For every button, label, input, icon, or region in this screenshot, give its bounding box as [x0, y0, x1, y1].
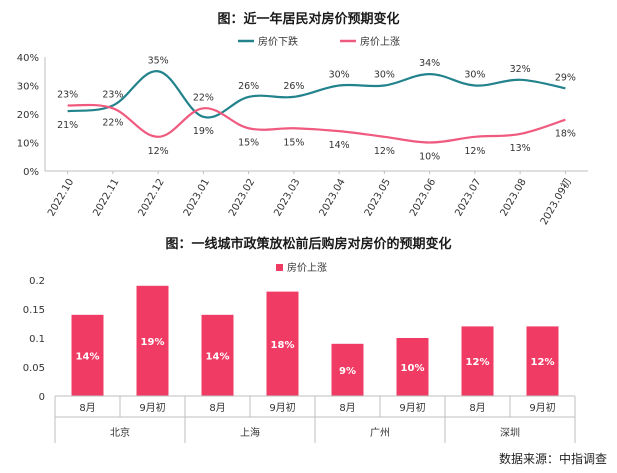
data-label: 23%: [102, 89, 123, 100]
bar-value-label: 19%: [141, 337, 165, 348]
data-label: 12%: [374, 146, 395, 157]
data-label: 29%: [555, 72, 576, 83]
bar: [526, 326, 559, 396]
y-tick-label: 20%: [17, 110, 39, 121]
bar-value-label: 14%: [76, 351, 100, 362]
group-label: 上海: [240, 426, 260, 439]
data-label: 30%: [374, 70, 395, 81]
x-tick-label: 8月: [469, 402, 485, 414]
bar: [266, 291, 299, 396]
x-tick-label: 2023.08: [499, 177, 529, 218]
x-tick-label: 8月: [339, 402, 355, 414]
bar-value-label: 14%: [206, 351, 230, 362]
y-tick-label: 0.2: [29, 276, 45, 287]
x-tick-label: 2023.04: [318, 177, 348, 218]
y-tick-label: 0.15: [23, 305, 45, 316]
data-label: 12%: [464, 146, 485, 157]
data-label: 14%: [329, 140, 350, 151]
legend-swatch: [276, 264, 283, 271]
chart-title-tier1: 图：一线城市政策放松前后购房对房价的预期变化: [165, 237, 452, 252]
source-note: 数据来源：中指调查: [498, 452, 607, 466]
data-label: 30%: [329, 70, 350, 81]
data-label: 23%: [57, 89, 78, 100]
x-tick-label: 2023.09初: [537, 176, 574, 227]
data-label: 34%: [419, 58, 440, 69]
data-label: 21%: [57, 120, 78, 131]
series-line-1: [67, 103, 566, 144]
bar-value-label: 10%: [401, 363, 425, 374]
legend-label: 房价下跌: [258, 35, 298, 48]
data-label: 22%: [193, 92, 214, 103]
data-label: 32%: [510, 64, 531, 75]
x-tick-label: 2023.03: [272, 177, 302, 218]
bar: [201, 314, 234, 396]
line-chart: 0% 10% 20% 30% 40% 2022.10 2022.11 2022.12 2023.…: [17, 35, 588, 227]
x-tick-label: 9月初: [399, 401, 425, 414]
data-label: 15%: [283, 137, 304, 148]
x-tick-label: 2022.11: [91, 177, 121, 218]
data-label: 19%: [193, 126, 214, 137]
bar-value-label: 9%: [339, 366, 356, 377]
bar-chart: 0 0.05 0.1 0.15 0.2 14% 19% 14% 18% 9% 10% 12% 12% 8月…: [23, 261, 576, 443]
y-tick-label: 40%: [17, 53, 39, 64]
x-tick-label: 2023.05: [363, 177, 393, 218]
y-tick-label: 0%: [23, 167, 39, 178]
x-tick-label: 9月初: [139, 401, 165, 414]
y-tick-label: 10%: [17, 139, 39, 150]
y-tick-label: 30%: [17, 82, 39, 93]
data-label: 26%: [238, 81, 259, 92]
series-line-0: [67, 70, 566, 119]
x-tick-label: 9月初: [269, 401, 295, 414]
bar-value-label: 12%: [531, 357, 555, 368]
data-label: 10%: [419, 152, 440, 163]
bar: [331, 343, 364, 396]
x-tick-label: 2022.12: [137, 177, 167, 218]
y-tick-label: 0.05: [23, 363, 45, 374]
chart-title-expectation: 图：近一年居民对房价预期变化: [217, 12, 400, 27]
bar: [136, 285, 169, 396]
data-label: 18%: [555, 129, 576, 140]
x-tick-label: 8月: [209, 402, 225, 414]
y-tick-label: 0: [39, 392, 45, 403]
x-tick-label: 2023.06: [408, 177, 438, 218]
bar-value-label: 12%: [466, 357, 490, 368]
group-label: 深圳: [500, 427, 520, 439]
data-label: 35%: [148, 55, 169, 66]
data-label: 22%: [102, 117, 123, 128]
y-tick-label: 0.1: [29, 334, 45, 345]
bar: [71, 314, 104, 396]
data-label: 26%: [283, 81, 304, 92]
x-tick-label: 2022.10: [46, 177, 76, 218]
x-tick-label: 2023.02: [227, 177, 257, 218]
data-label: 15%: [238, 137, 259, 148]
bar: [396, 338, 429, 396]
bar-value-label: 18%: [271, 340, 295, 351]
data-label: 12%: [148, 146, 169, 157]
group-label: 广州: [370, 427, 390, 439]
x-tick-label: 9月初: [529, 401, 555, 414]
data-label: 13%: [510, 143, 531, 154]
legend-label: 房价上涨: [287, 261, 327, 274]
x-tick-label: 2023.01: [182, 177, 212, 218]
legend-label: 房价上涨: [360, 35, 400, 48]
bar: [461, 326, 494, 396]
x-tick-label: 2023.07: [453, 177, 483, 218]
group-label: 北京: [110, 426, 130, 439]
x-tick-label: 8月: [79, 402, 95, 414]
data-label: 30%: [464, 70, 485, 81]
